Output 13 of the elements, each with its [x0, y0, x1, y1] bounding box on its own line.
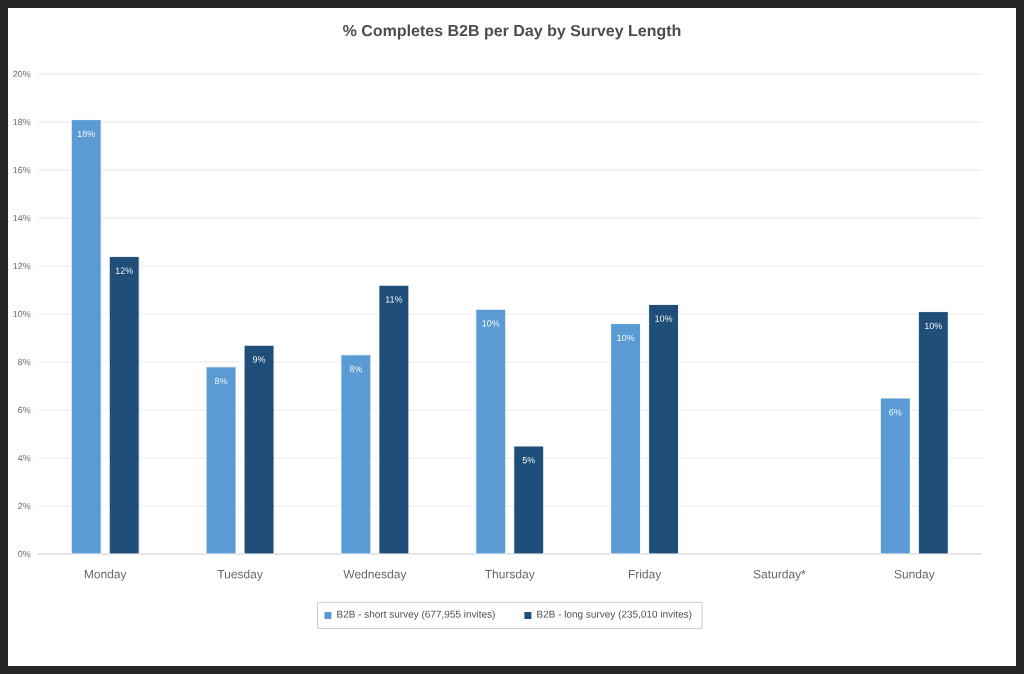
bar — [513, 445, 545, 555]
bar — [648, 303, 680, 555]
bar — [70, 119, 102, 555]
bar — [340, 354, 372, 555]
bar — [475, 308, 507, 555]
bar — [917, 311, 949, 555]
bar — [879, 397, 911, 555]
bar — [108, 255, 140, 555]
bar — [205, 366, 237, 555]
bar — [610, 323, 642, 555]
chart-title: % Completes B2B per Day by Survey Length — [343, 24, 681, 40]
bar — [378, 284, 410, 555]
bar — [243, 344, 275, 555]
